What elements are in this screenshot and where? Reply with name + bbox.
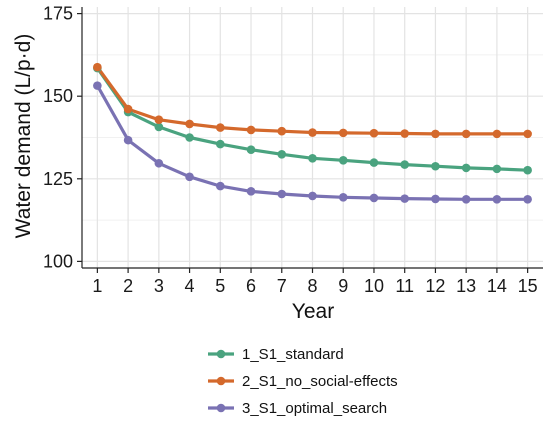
data-point xyxy=(492,194,502,204)
data-point xyxy=(216,123,225,132)
data-point xyxy=(185,172,194,182)
legend-swatch-point xyxy=(216,376,226,386)
x-tick-label: 2 xyxy=(123,276,133,296)
data-point xyxy=(338,155,348,165)
data-point xyxy=(123,135,133,145)
data-point xyxy=(400,160,410,169)
data-point xyxy=(492,164,502,174)
x-tick-label: 7 xyxy=(277,276,287,296)
data-point xyxy=(369,158,379,167)
x-tick-labels: 1 2 3 4 5 6 7 8 9 10 11 12 13 14 15 xyxy=(92,276,537,296)
data-point xyxy=(277,150,287,159)
legend-label: 1_S1_standard xyxy=(242,346,344,363)
y-tick-label: 150 xyxy=(43,86,73,106)
x-tick-label: 8 xyxy=(307,276,317,296)
grid xyxy=(82,7,543,268)
data-point xyxy=(154,115,164,124)
data-point xyxy=(308,154,317,163)
legend-label: 3_S1_optimal_search xyxy=(242,400,387,417)
y-tick-label: 125 xyxy=(43,169,73,189)
data-point xyxy=(93,81,102,90)
data-point xyxy=(400,129,410,138)
data-point xyxy=(246,125,256,135)
data-point xyxy=(123,104,133,114)
y-tick-label: 175 xyxy=(43,4,73,24)
legend-label: 2_S1_no_social-effects xyxy=(242,373,398,390)
x-tick-label: 4 xyxy=(185,276,195,296)
data-point xyxy=(369,193,379,203)
data-point xyxy=(369,128,379,138)
data-point xyxy=(154,158,164,168)
x-tick-label: 11 xyxy=(395,276,414,296)
legend-swatch-point xyxy=(216,349,226,359)
y-axis-title: Water demand (L/p·d) xyxy=(12,34,35,239)
data-point xyxy=(185,133,194,142)
data-point xyxy=(246,145,256,155)
data-point xyxy=(277,189,287,199)
legend-swatch-point xyxy=(216,403,226,413)
x-tick-label: 6 xyxy=(246,276,256,296)
data-point xyxy=(523,165,532,175)
x-tick-label: 14 xyxy=(487,276,507,296)
data-point xyxy=(461,129,471,139)
legend: 1_S1_standard 2_S1_no_social-effects 3_S1_… xyxy=(208,346,398,417)
x-tick-label: 12 xyxy=(425,276,445,296)
data-point xyxy=(216,139,225,149)
data-point xyxy=(154,122,164,132)
data-point xyxy=(492,129,502,139)
data-point xyxy=(338,128,348,138)
axes xyxy=(77,7,543,273)
x-tick-label: 9 xyxy=(338,276,348,296)
data-point xyxy=(185,119,194,129)
y-tick-labels: 100 125 150 175 xyxy=(43,4,73,272)
data-point xyxy=(523,129,532,139)
data-point xyxy=(93,62,102,72)
x-tick-label: 3 xyxy=(154,276,164,296)
data-point xyxy=(461,163,471,173)
data-point xyxy=(308,128,317,137)
data-point xyxy=(246,187,256,196)
x-tick-label: 13 xyxy=(456,276,476,296)
data-point xyxy=(461,194,471,204)
data-point xyxy=(523,194,532,204)
data-point xyxy=(216,181,225,191)
series-points xyxy=(93,62,532,204)
data-point xyxy=(431,194,440,204)
data-point xyxy=(338,192,348,202)
x-tick-label: 5 xyxy=(215,276,225,296)
data-point xyxy=(400,194,410,203)
data-point xyxy=(431,161,440,171)
x-axis-title: Year xyxy=(292,300,334,323)
data-point xyxy=(308,191,317,201)
x-tick-label: 1 xyxy=(92,276,102,296)
x-tick-label: 15 xyxy=(518,276,538,296)
y-tick-label: 100 xyxy=(43,251,73,271)
x-tick-label: 10 xyxy=(364,276,384,296)
data-point xyxy=(431,129,440,139)
data-point xyxy=(277,126,287,136)
